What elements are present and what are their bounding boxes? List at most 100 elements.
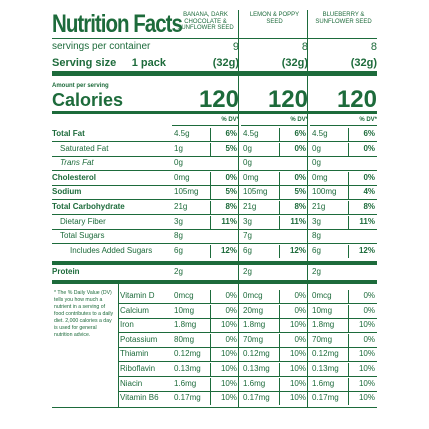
- vitamin-name: Niacin: [120, 378, 143, 388]
- daily-value: 0%: [294, 143, 306, 153]
- amount: 1.6mg: [243, 378, 266, 388]
- daily-value: 12%: [220, 245, 237, 255]
- calories: 120: [267, 86, 308, 113]
- amount: 0mg: [243, 172, 259, 182]
- rule: [348, 392, 349, 406]
- daily-value: 10%: [289, 349, 306, 359]
- daily-value: 10%: [358, 349, 375, 359]
- amount: 0.17mg: [312, 393, 339, 403]
- rule: [210, 304, 211, 318]
- rule: [348, 142, 349, 156]
- daily-value: 10%: [289, 320, 306, 330]
- daily-value: 10%: [289, 378, 306, 388]
- amount: 0g: [243, 158, 252, 168]
- amount: 21g: [243, 202, 257, 211]
- nutrient-name: Total Carbohydrate: [52, 202, 125, 211]
- rule: [118, 317, 377, 319]
- rule: [52, 280, 377, 284]
- daily-value: 6%: [294, 129, 306, 138]
- amount: 80mg: [174, 334, 195, 344]
- daily-value: 10%: [358, 320, 375, 330]
- daily-value: 11%: [221, 216, 237, 226]
- nutrient-name: Total Fat: [52, 129, 85, 138]
- vitamin-name: Thiamin: [120, 349, 149, 359]
- amount: 0mcg: [312, 291, 332, 300]
- daily-value: 8%: [363, 202, 375, 211]
- amount: 0.12mg: [174, 349, 201, 359]
- rule: [279, 142, 280, 156]
- daily-value: 11%: [290, 216, 306, 226]
- calories: 120: [198, 86, 239, 113]
- rule: [52, 38, 377, 39]
- amount: 0.12mg: [243, 349, 270, 359]
- rule: [238, 10, 239, 408]
- rule: [348, 363, 349, 376]
- vitamin-name: Vitamin D: [120, 291, 155, 300]
- amount: 0.13mg: [312, 364, 339, 373]
- rule: [348, 333, 349, 347]
- daily-value: 0%: [294, 305, 306, 315]
- amount: 10mg: [312, 305, 333, 315]
- amount: 10mg: [174, 305, 195, 315]
- amount: 20mg: [243, 305, 264, 315]
- calories: 120: [336, 86, 377, 113]
- amount: 3g: [243, 216, 252, 226]
- amount: 21g: [174, 202, 188, 211]
- amount: 3g: [174, 216, 183, 226]
- daily-value: 10%: [358, 378, 375, 388]
- daily-value: 10%: [358, 364, 375, 373]
- amount: 1.8mg: [312, 320, 335, 330]
- daily-value: 0%: [363, 291, 375, 300]
- amount: 105mg: [174, 187, 199, 197]
- rule: [52, 155, 377, 157]
- daily-value: 6%: [363, 129, 375, 138]
- rule: [348, 304, 349, 318]
- amount: 1.6mg: [312, 378, 335, 388]
- amount: 100mg: [312, 187, 337, 197]
- rule: [210, 171, 211, 185]
- servings-label: servings per container: [52, 41, 151, 52]
- rule: [279, 377, 280, 391]
- amount: 21g: [312, 202, 326, 211]
- footnote: * The % Daily Value (DV) tells you how m…: [54, 290, 114, 339]
- amount: 0mcg: [174, 291, 194, 300]
- rule: [210, 319, 211, 333]
- amount: 1.8mg: [174, 320, 197, 330]
- product-name: BANANA, DARK CHOCOLATE & SUNFLOWER SEED: [177, 12, 234, 32]
- amount: 70mg: [243, 334, 264, 344]
- rule: [279, 244, 280, 258]
- rule: [310, 125, 377, 126]
- rule: [348, 244, 349, 258]
- product-name: LEMON & POPPY SEED: [249, 12, 300, 25]
- daily-value: 10%: [358, 393, 375, 403]
- rule: [210, 186, 211, 200]
- rule: [52, 407, 377, 408]
- amount: 4.5g: [174, 129, 190, 138]
- rule: [210, 128, 211, 141]
- rule: [210, 142, 211, 156]
- amount: 1.8mg: [243, 320, 266, 330]
- amount: 0mcg: [243, 291, 263, 300]
- servings: 8: [301, 41, 308, 53]
- amount: 0mg: [174, 172, 190, 182]
- rule: [348, 215, 349, 229]
- rule: [52, 111, 377, 114]
- daily-value: 8%: [294, 202, 306, 211]
- daily-value: 0%: [363, 143, 375, 153]
- rule: [210, 290, 211, 303]
- daily-value: 8%: [225, 202, 237, 211]
- daily-value: 5%: [294, 187, 306, 197]
- rule: [118, 376, 377, 377]
- rule: [348, 290, 349, 303]
- rule: [172, 125, 239, 126]
- daily-value: 0%: [294, 334, 306, 344]
- dv-header: % DV*: [221, 117, 239, 123]
- amount: 0.13mg: [174, 364, 201, 373]
- amount: 2g: [312, 267, 321, 276]
- amount: 2g: [174, 267, 183, 276]
- title: Nutrition Facts: [52, 10, 183, 38]
- amount: 2g: [243, 267, 252, 276]
- rule: [279, 319, 280, 333]
- daily-value: 10%: [220, 364, 237, 373]
